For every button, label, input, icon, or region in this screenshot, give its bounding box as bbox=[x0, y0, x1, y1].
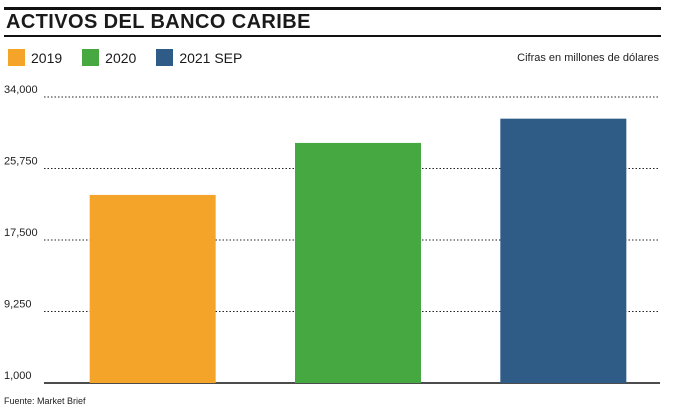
y-tick-label: 1,000 bbox=[4, 370, 32, 382]
top-rule bbox=[4, 7, 661, 10]
y-tick-label: 9,250 bbox=[4, 299, 32, 311]
legend-label-2019: 2019 bbox=[31, 49, 63, 66]
legend-item-2019: 2019 bbox=[8, 49, 62, 66]
y-tick-label: 17,500 bbox=[4, 227, 38, 239]
bars bbox=[89, 118, 627, 384]
title-rule bbox=[4, 35, 661, 37]
legend: 2019 2020 2021 SEP bbox=[8, 49, 262, 66]
legend-swatch-2019 bbox=[8, 49, 25, 66]
legend-label-2020: 2020 bbox=[105, 49, 137, 66]
units-note: Cifras en millones de dólares bbox=[517, 52, 659, 64]
source-note: Fuente: Market Brief bbox=[4, 396, 86, 406]
legend-label-2021-sep: 2021 SEP bbox=[179, 49, 243, 66]
legend-swatch-2021-sep bbox=[156, 49, 174, 66]
chart-title: ACTIVOS DEL BANCO CARIBE bbox=[6, 11, 311, 33]
y-tick-label: 34,000 bbox=[4, 84, 38, 96]
y-axis: 1,000 9,250 17,500 25,750 34,000 bbox=[4, 84, 38, 382]
legend-item-2020: 2020 bbox=[82, 49, 136, 66]
y-tick-label: 25,750 bbox=[4, 156, 38, 168]
bar-2020 bbox=[295, 142, 421, 383]
bar-2021-sep bbox=[500, 118, 627, 384]
bar-2019 bbox=[89, 194, 216, 383]
legend-item-2021-sep: 2021 SEP bbox=[156, 49, 242, 66]
legend-swatch-2020 bbox=[82, 49, 100, 66]
